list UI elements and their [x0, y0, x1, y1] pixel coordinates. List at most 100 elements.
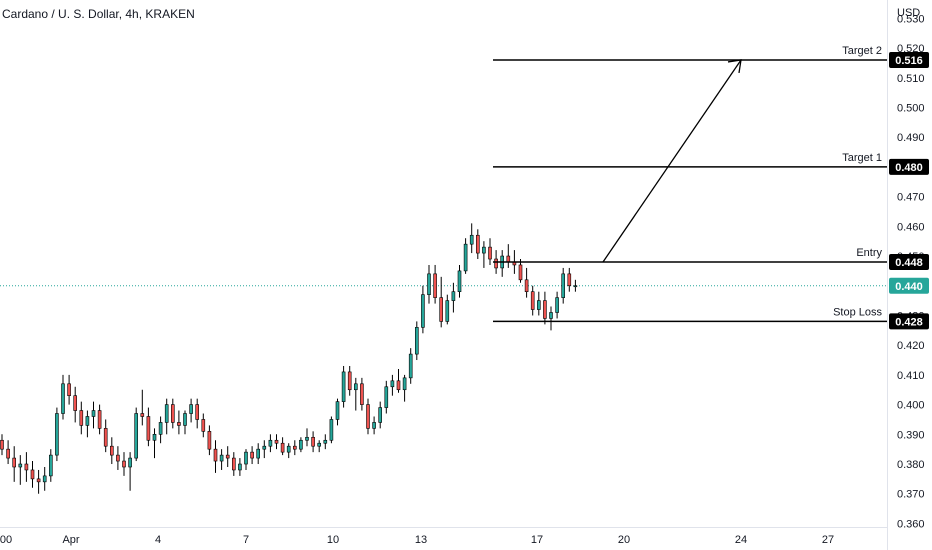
candle-body	[524, 279, 529, 292]
candle-body	[451, 291, 456, 301]
candle-body	[475, 234, 480, 254]
candle-body	[42, 475, 47, 483]
target-1-price-badge	[889, 158, 929, 175]
candle-body	[543, 300, 547, 319]
candle-body	[79, 410, 84, 426]
candle-body	[530, 291, 535, 310]
candle-body	[73, 395, 77, 411]
x-tick-label: 24	[735, 534, 747, 546]
candle-body	[122, 460, 126, 468]
candle-body	[305, 436, 309, 441]
candle-body	[48, 454, 53, 477]
candle-body	[561, 273, 566, 298]
y-tick-label: 0.410	[897, 370, 925, 382]
candle-body	[573, 285, 578, 288]
candle-body	[494, 258, 498, 269]
candle-body	[567, 273, 572, 287]
candle-body	[384, 386, 389, 408]
y-tick-label: 0.510	[897, 73, 925, 85]
candle-body	[201, 419, 206, 432]
stop-loss-price-badge	[889, 313, 929, 330]
candle-body	[268, 439, 273, 447]
candle-body	[103, 428, 108, 447]
x-tick-label: 00	[0, 534, 12, 546]
candle-body	[414, 327, 419, 355]
candle-body	[317, 442, 322, 447]
x-tick-label: 17	[531, 534, 543, 546]
candle-body	[110, 445, 114, 456]
current-price-badge	[889, 277, 929, 294]
candle-body	[366, 404, 370, 429]
candle-body	[427, 273, 431, 295]
projection-arrow-line	[602, 59, 742, 263]
candle-body	[518, 264, 523, 281]
candle-body	[244, 451, 248, 465]
candle-body	[445, 300, 450, 322]
candle-body	[6, 448, 10, 459]
candle-body	[341, 371, 346, 402]
candle-body	[469, 234, 474, 245]
candle-body	[506, 255, 511, 263]
projection-arrowhead	[727, 59, 742, 74]
candle-body	[24, 463, 29, 471]
candle-body	[555, 297, 559, 313]
candle-body	[55, 413, 59, 456]
candle-body	[323, 439, 328, 444]
y-tick-label: 0.500	[897, 102, 925, 114]
candle-body	[61, 383, 65, 414]
candle-body	[213, 448, 218, 462]
candle-body	[225, 454, 230, 459]
entry-price-badge-text: 0.448	[895, 257, 923, 269]
candle-body	[347, 371, 352, 391]
y-tick-label: 0.360	[897, 518, 925, 530]
y-tick-label: 0.400	[897, 400, 925, 412]
candle-body	[36, 478, 41, 483]
candle-body	[408, 353, 413, 379]
candle-body	[286, 445, 291, 453]
level-label-entry: Entry	[856, 247, 882, 259]
candle-body	[390, 380, 395, 388]
candle-body	[433, 273, 437, 298]
candle-body	[439, 297, 444, 322]
candle-body	[482, 246, 486, 254]
candle-body	[189, 404, 193, 414]
candle-body	[311, 436, 315, 447]
entry-price-badge	[889, 253, 929, 270]
candle-body	[457, 270, 462, 292]
candle-body	[152, 434, 157, 441]
stop-loss-price-badge-text: 0.428	[895, 316, 923, 328]
x-tick-label: 10	[327, 534, 339, 546]
candle-body	[488, 246, 492, 260]
y-tick-label: 0.380	[897, 459, 925, 471]
candle-body	[85, 416, 90, 426]
y-tick-label: 0.470	[897, 192, 925, 204]
level-label-stop-loss: Stop Loss	[833, 306, 882, 318]
x-tick-label: 27	[822, 534, 834, 546]
candle-body	[158, 422, 163, 435]
candle-body	[0, 439, 4, 450]
y-tick-label: 0.420	[897, 340, 925, 352]
candle-body	[238, 463, 242, 471]
candle-body	[207, 431, 212, 450]
chart-title: Cardano / U. S. Dollar, 4h, KRAKEN	[2, 7, 195, 21]
candle-body	[421, 294, 425, 328]
x-tick-label: 20	[618, 534, 630, 546]
candle-body	[280, 442, 285, 453]
candle-body	[353, 383, 358, 391]
x-tick-label: 7	[243, 534, 249, 546]
candle-body	[12, 457, 16, 468]
candle-body	[18, 463, 23, 468]
candle-body	[97, 410, 102, 429]
x-tick-label: Apr	[62, 534, 79, 546]
currency-label: USD	[897, 7, 920, 19]
candle-body	[219, 454, 224, 462]
candle-body	[134, 413, 138, 459]
candle-body	[549, 312, 553, 319]
candle-body	[536, 300, 541, 310]
y-tick-label: 0.460	[897, 221, 925, 233]
y-tick-label: 0.390	[897, 429, 925, 441]
candle-body	[335, 401, 340, 420]
candle-body	[30, 469, 35, 480]
candle-body	[402, 377, 407, 391]
